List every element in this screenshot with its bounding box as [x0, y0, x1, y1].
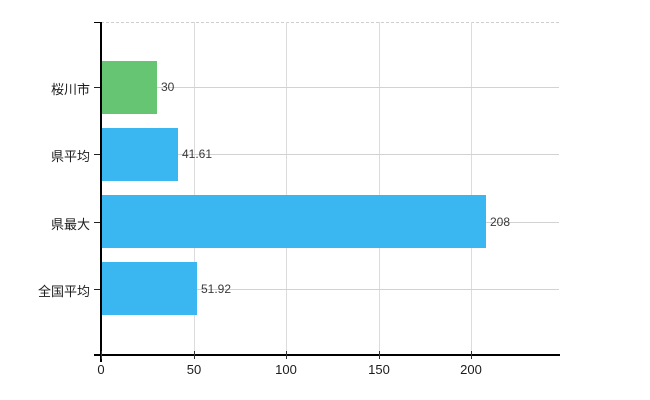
- bar-value-label: 208: [490, 215, 511, 229]
- x-tick-label: 100: [275, 362, 297, 377]
- x-tick: [194, 351, 195, 359]
- category-label: 全国平均: [37, 284, 90, 299]
- category-tick: [94, 87, 101, 88]
- v-gridline: [286, 22, 287, 355]
- category-label: 県最大: [50, 217, 90, 232]
- bar: [101, 61, 157, 114]
- y-axis-top-tick: [94, 22, 101, 23]
- h-gridline: [101, 289, 559, 290]
- x-tick: [379, 351, 380, 359]
- v-gridline: [194, 22, 195, 355]
- h-gridline: [101, 87, 559, 88]
- category-tick: [94, 289, 101, 290]
- h-gridline: [101, 154, 559, 155]
- x-tick: [101, 351, 102, 359]
- bar-value-label: 30: [161, 80, 175, 94]
- x-tick-label: 50: [186, 362, 202, 377]
- bar-value-label: 41.61: [182, 147, 213, 161]
- bar: [101, 262, 197, 315]
- x-axis-line: [94, 354, 560, 356]
- plot-area: [101, 22, 559, 355]
- bar: [101, 195, 486, 248]
- x-tick-label: 150: [368, 362, 390, 377]
- x-tick: [286, 351, 287, 359]
- v-gridline: [379, 22, 380, 355]
- bar-value-label: 51.92: [201, 282, 232, 296]
- bar: [101, 128, 178, 181]
- x-tick-label: 200: [460, 362, 482, 377]
- category-tick: [94, 222, 101, 223]
- v-gridline: [471, 22, 472, 355]
- category-label: 桜川市: [50, 82, 90, 97]
- x-tick: [471, 351, 472, 359]
- x-tick-label: 0: [97, 362, 105, 377]
- y-axis-line: [100, 22, 102, 362]
- category-tick: [94, 154, 101, 155]
- category-label: 県平均: [50, 149, 90, 164]
